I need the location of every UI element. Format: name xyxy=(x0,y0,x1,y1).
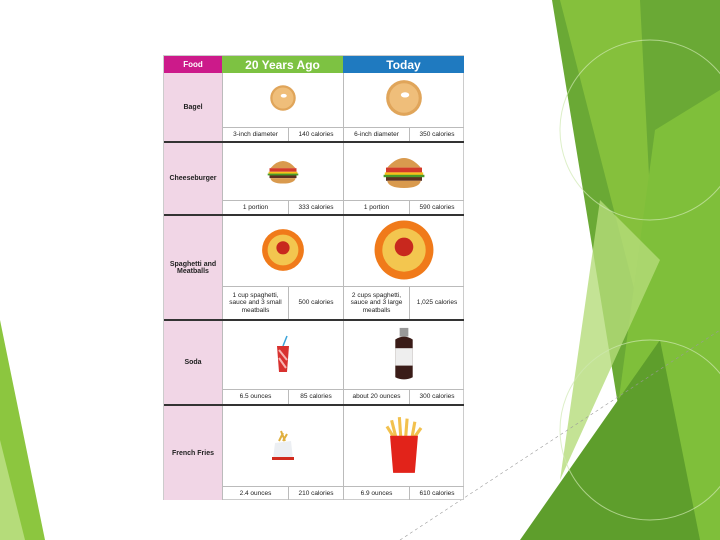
food-portion-table: Food 20 Years Ago Today Bagel 3-inch dia… xyxy=(163,55,464,500)
today-calories: 610 calories xyxy=(409,486,464,500)
today-size: 2 cups spaghetti, sauce and 3 large meat… xyxy=(343,286,409,319)
today-calories: 1,025 calories xyxy=(409,286,464,319)
past-size: 2.4 ounces xyxy=(222,486,288,500)
today-size: about 20 ounces xyxy=(343,389,409,404)
past-portion-image xyxy=(222,73,343,127)
food-label: Spaghetti and Meatballs xyxy=(164,216,222,319)
today-calories: 300 calories xyxy=(409,389,464,404)
spaghetti-icon xyxy=(261,228,305,277)
today-size: 1 portion xyxy=(343,200,409,214)
past-calories: 333 calories xyxy=(288,200,343,214)
past-calories: 210 calories xyxy=(288,486,343,500)
soda-bottle-icon xyxy=(375,325,433,388)
food-label: Cheeseburger xyxy=(164,143,222,214)
food-label: French Fries xyxy=(164,406,222,500)
cheeseburger-icon xyxy=(380,146,428,199)
today-portion-image xyxy=(343,73,464,127)
soda-cup-icon xyxy=(263,334,303,379)
today-calories: 350 calories xyxy=(409,127,464,141)
past-portion-image xyxy=(222,321,343,391)
bagel-icon xyxy=(383,77,425,124)
table-row: Bagel 3-inch diameter 140 calories 6-inc… xyxy=(164,73,464,141)
past-portion-image xyxy=(222,406,343,488)
past-size: 1 portion xyxy=(222,200,288,214)
fries-icon xyxy=(263,425,303,470)
today-portion-image xyxy=(343,143,464,202)
spaghetti-icon xyxy=(373,219,435,286)
today-portion-image xyxy=(343,321,464,391)
today-portion-image xyxy=(343,406,464,488)
past-portion-image xyxy=(222,143,343,202)
today-portion-image xyxy=(343,216,464,288)
past-calories: 85 calories xyxy=(288,389,343,404)
fries-icon xyxy=(373,414,435,481)
past-size: 1 cup spaghetti, sauce and 3 small meatb… xyxy=(222,286,288,319)
today-size: 6.9 ounces xyxy=(343,486,409,500)
today-calories: 590 calories xyxy=(409,200,464,214)
table-row: Spaghetti and Meatballs 1 cup spaghetti,… xyxy=(164,214,464,319)
today-size: 6-inch diameter xyxy=(343,127,409,141)
header-food: Food xyxy=(164,56,222,73)
past-size: 6.5 ounces xyxy=(222,389,288,404)
cheeseburger-icon xyxy=(265,152,301,193)
header-20-years-ago: 20 Years Ago xyxy=(222,56,343,73)
table-row: French Fries 2.4 ounces 210 calories 6.9… xyxy=(164,404,464,500)
header-today: Today xyxy=(343,56,464,73)
past-calories: 140 calories xyxy=(288,127,343,141)
past-size: 3-inch diameter xyxy=(222,127,288,141)
food-label: Bagel xyxy=(164,73,222,141)
food-label: Soda xyxy=(164,321,222,404)
past-calories: 500 calories xyxy=(288,286,343,319)
table-row: Cheeseburger 1 portion 333 calories 1 po… xyxy=(164,141,464,214)
bagel-icon xyxy=(268,83,298,118)
table-row: Soda 6.5 ounces 85 calories about 20 oun… xyxy=(164,319,464,404)
past-portion-image xyxy=(222,216,343,288)
